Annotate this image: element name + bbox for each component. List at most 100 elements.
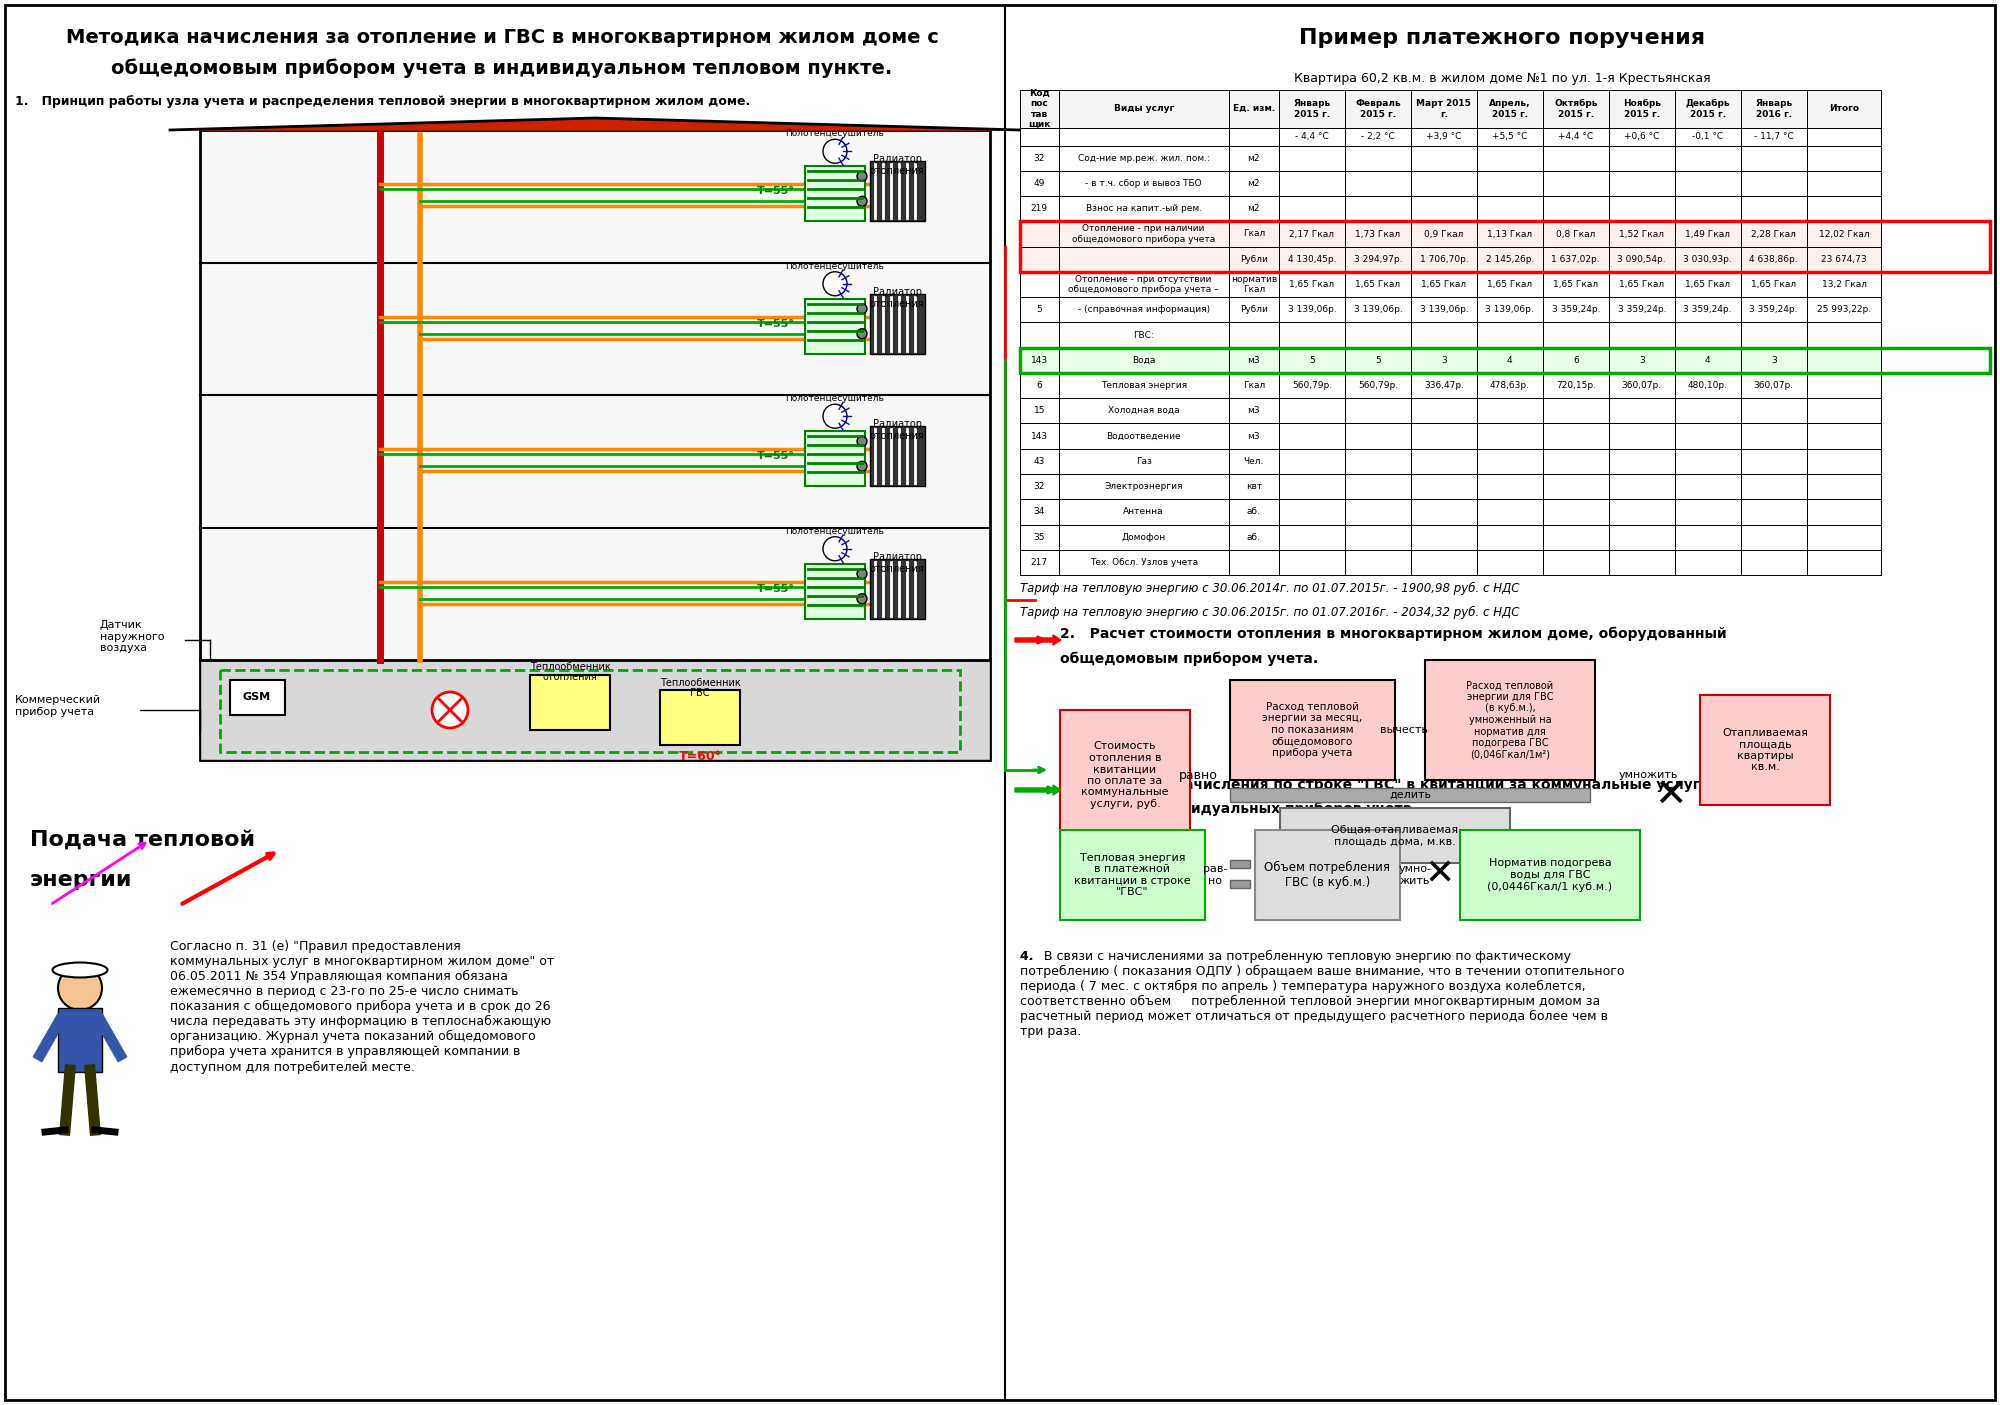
Text: аб.: аб. bbox=[1246, 532, 1260, 542]
Bar bbox=[1674, 146, 1740, 171]
Text: 2,17 Гкал: 2,17 Гкал bbox=[1290, 229, 1334, 239]
Bar bbox=[1608, 171, 1674, 197]
Text: Ед. изм.: Ед. изм. bbox=[1232, 104, 1274, 114]
Bar bbox=[1476, 247, 1542, 273]
Text: 217: 217 bbox=[1030, 558, 1048, 568]
Text: отопления: отопления bbox=[870, 166, 924, 176]
Bar bbox=[1410, 90, 1476, 128]
Text: Датчик
наружного
воздуха: Датчик наружного воздуха bbox=[100, 620, 164, 653]
Bar bbox=[1410, 524, 1476, 549]
Bar bbox=[1806, 322, 1882, 347]
Text: 1,65 Гкал: 1,65 Гкал bbox=[1356, 280, 1400, 289]
Bar bbox=[1674, 273, 1740, 298]
Bar bbox=[804, 563, 864, 618]
Bar bbox=[1608, 146, 1674, 171]
Text: делить: делить bbox=[1388, 790, 1432, 799]
Text: Январь
2015 г.: Январь 2015 г. bbox=[1294, 100, 1330, 118]
Bar bbox=[1256, 830, 1400, 920]
Text: Отопление - при отсутствии
общедомового прибора учета –: Отопление - при отсутствии общедомового … bbox=[1068, 275, 1218, 294]
Bar bbox=[1058, 499, 1228, 524]
Bar bbox=[1542, 222, 1608, 247]
Circle shape bbox=[856, 594, 868, 604]
Text: 25 993,22р.: 25 993,22р. bbox=[1816, 305, 1872, 315]
Bar bbox=[1020, 473, 1058, 499]
Bar bbox=[1740, 549, 1806, 575]
Text: 2 145,26р.: 2 145,26р. bbox=[1486, 254, 1534, 264]
Text: Расход тепловой
энергии для ГВС
(в куб.м.),
умноженный на
норматив для
подогрева: Расход тепловой энергии для ГВС (в куб.м… bbox=[1466, 680, 1554, 760]
Text: общедомовым прибором учета в индивидуальном тепловом пункте.: общедомовым прибором учета в индивидуаль… bbox=[112, 58, 892, 77]
Text: 143: 143 bbox=[1030, 431, 1048, 441]
Bar bbox=[1020, 197, 1058, 222]
Bar bbox=[1058, 273, 1228, 298]
Bar bbox=[1806, 372, 1882, 398]
Bar bbox=[1740, 322, 1806, 347]
Text: 1,65 Гкал: 1,65 Гкал bbox=[1752, 280, 1796, 289]
Text: 360,07р.: 360,07р. bbox=[1754, 381, 1794, 391]
Bar bbox=[1608, 197, 1674, 222]
Text: 1,65 Гкал: 1,65 Гкал bbox=[1422, 280, 1466, 289]
Bar bbox=[1608, 222, 1674, 247]
Bar bbox=[1230, 860, 1250, 868]
Bar bbox=[1058, 322, 1228, 347]
Bar bbox=[1058, 171, 1228, 197]
Text: Вода: Вода bbox=[1132, 355, 1156, 365]
Text: отопления: отопления bbox=[870, 563, 924, 573]
Text: ✕: ✕ bbox=[1424, 858, 1456, 892]
Text: Рубли: Рубли bbox=[1240, 305, 1268, 315]
Bar bbox=[1058, 247, 1228, 273]
Bar bbox=[804, 299, 864, 354]
Bar bbox=[1228, 448, 1278, 473]
Text: Антенна: Антенна bbox=[1124, 507, 1164, 517]
Text: GSM: GSM bbox=[242, 693, 272, 702]
Bar bbox=[1806, 273, 1882, 298]
Bar bbox=[1344, 273, 1410, 298]
Bar bbox=[1542, 128, 1608, 146]
Bar bbox=[1806, 499, 1882, 524]
Bar bbox=[1608, 448, 1674, 473]
Bar bbox=[1058, 90, 1228, 128]
Bar bbox=[1476, 347, 1542, 372]
Text: Ноябрь
2015 г.: Ноябрь 2015 г. bbox=[1622, 100, 1660, 118]
Circle shape bbox=[856, 461, 868, 471]
Bar bbox=[1674, 347, 1740, 372]
Bar bbox=[804, 166, 864, 221]
Bar bbox=[1344, 222, 1410, 247]
Bar bbox=[1608, 473, 1674, 499]
Bar bbox=[1020, 372, 1058, 398]
Bar bbox=[1806, 298, 1882, 322]
Bar bbox=[1740, 398, 1806, 423]
Bar bbox=[1228, 222, 1278, 247]
Bar bbox=[1058, 524, 1228, 549]
Text: Тепловая энергия
в платежной
квитанции в строке
"ГВС": Тепловая энергия в платежной квитанции в… bbox=[1074, 853, 1190, 898]
Bar bbox=[1228, 524, 1278, 549]
Bar bbox=[1674, 322, 1740, 347]
Text: Теплообменник: Теплообменник bbox=[530, 662, 610, 672]
Bar bbox=[1058, 128, 1228, 146]
Text: квт: квт bbox=[1246, 482, 1262, 492]
Bar bbox=[1344, 347, 1410, 372]
Bar bbox=[1344, 197, 1410, 222]
Text: 4: 4 bbox=[1704, 355, 1710, 365]
Bar bbox=[1542, 197, 1608, 222]
Bar bbox=[1278, 146, 1344, 171]
Bar bbox=[1228, 90, 1278, 128]
Bar bbox=[1542, 171, 1608, 197]
Bar bbox=[1020, 222, 1058, 247]
Text: 4: 4 bbox=[1508, 355, 1512, 365]
Bar bbox=[1476, 222, 1542, 247]
Text: ГВС: ГВС bbox=[690, 688, 710, 698]
Text: Гкал: Гкал bbox=[1242, 381, 1264, 391]
Text: - (справочная информация): - (справочная информация) bbox=[1078, 305, 1210, 315]
Bar bbox=[1806, 347, 1882, 372]
Text: 1,49 Гкал: 1,49 Гкал bbox=[1686, 229, 1730, 239]
Text: Итого: Итого bbox=[1830, 104, 1860, 114]
Text: Холодная вода: Холодная вода bbox=[1108, 406, 1180, 416]
Circle shape bbox=[856, 303, 868, 313]
Bar bbox=[1058, 222, 1228, 247]
Bar bbox=[1542, 423, 1608, 448]
Bar bbox=[530, 674, 610, 731]
Text: 3 139,06р.: 3 139,06р. bbox=[1420, 305, 1468, 315]
Text: Код
пос
тав
щик: Код пос тав щик bbox=[1028, 89, 1050, 129]
Text: Декабрь
2015 г.: Декабрь 2015 г. bbox=[1686, 100, 1730, 118]
Bar bbox=[1020, 347, 1990, 372]
